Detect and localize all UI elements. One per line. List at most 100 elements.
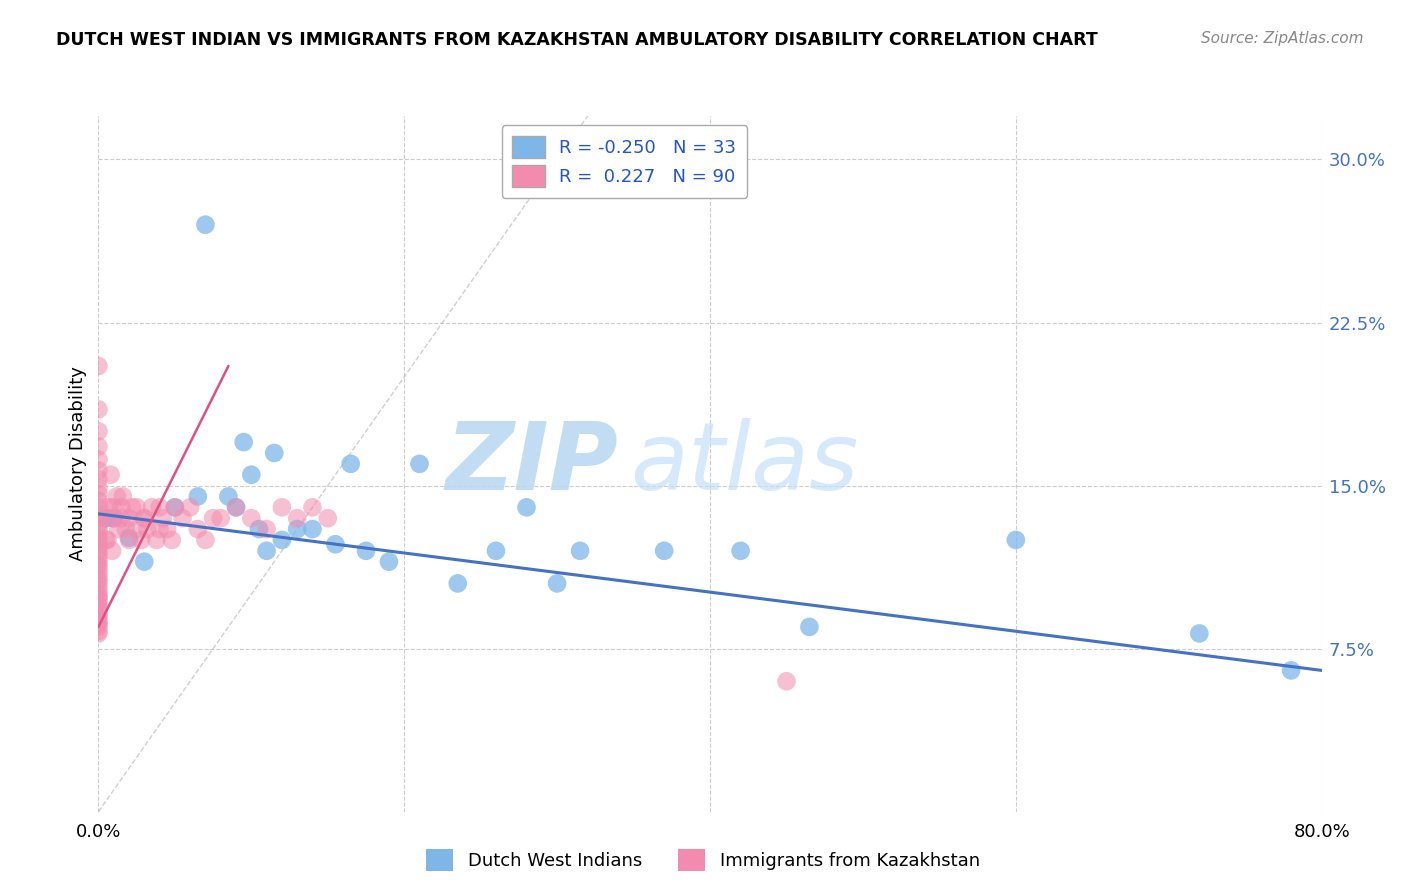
Point xyxy=(87,563,110,577)
Point xyxy=(1279,664,1302,678)
Point xyxy=(270,500,292,515)
Point xyxy=(149,522,172,536)
Point xyxy=(87,617,110,632)
Point xyxy=(240,467,263,482)
Point xyxy=(111,490,134,504)
Point xyxy=(378,555,401,569)
Point xyxy=(172,511,194,525)
Point xyxy=(546,576,568,591)
Point xyxy=(87,602,110,616)
Point xyxy=(87,579,110,593)
Point xyxy=(187,522,209,536)
Point xyxy=(115,522,138,536)
Point xyxy=(125,500,148,515)
Point xyxy=(87,440,110,454)
Point xyxy=(149,500,172,515)
Point xyxy=(134,511,156,525)
Point xyxy=(87,463,110,477)
Point xyxy=(87,574,110,589)
Point xyxy=(87,402,110,417)
Point xyxy=(408,457,430,471)
Point xyxy=(285,522,308,536)
Point xyxy=(87,493,110,508)
Point xyxy=(325,537,347,551)
Point xyxy=(141,500,163,515)
Text: atlas: atlas xyxy=(630,418,859,509)
Point xyxy=(87,535,110,549)
Point xyxy=(87,481,110,495)
Point xyxy=(194,533,217,547)
Point xyxy=(87,487,110,501)
Point xyxy=(87,587,110,601)
Point xyxy=(485,544,508,558)
Point xyxy=(100,467,122,482)
Point xyxy=(87,544,110,558)
Point xyxy=(129,533,152,547)
Point xyxy=(118,511,141,525)
Point xyxy=(652,544,675,558)
Point xyxy=(217,490,239,504)
Point xyxy=(354,544,377,558)
Point xyxy=(103,500,125,515)
Point xyxy=(730,544,752,558)
Point xyxy=(316,511,339,525)
Point xyxy=(240,511,263,525)
Point xyxy=(118,533,141,547)
Point xyxy=(125,522,148,536)
Point xyxy=(87,615,110,630)
Point xyxy=(87,582,110,597)
Point xyxy=(163,500,186,515)
Point xyxy=(118,531,141,545)
Point xyxy=(94,511,117,525)
Point xyxy=(87,567,110,582)
Point xyxy=(339,457,361,471)
Point xyxy=(94,533,117,547)
Point xyxy=(87,607,110,621)
Point xyxy=(107,522,129,536)
Text: ZIP: ZIP xyxy=(446,417,619,510)
Point xyxy=(87,500,110,515)
Legend: R = -0.250   N = 33, R =  0.227   N = 90: R = -0.250 N = 33, R = 0.227 N = 90 xyxy=(502,125,747,198)
Point xyxy=(121,500,143,515)
Point xyxy=(87,531,110,545)
Point xyxy=(94,511,117,525)
Point xyxy=(87,552,110,566)
Point xyxy=(152,511,174,525)
Point xyxy=(103,511,125,525)
Point xyxy=(87,424,110,438)
Point xyxy=(179,500,201,515)
Point xyxy=(134,511,156,525)
Point xyxy=(202,511,225,525)
Point xyxy=(87,614,110,628)
Point xyxy=(87,590,110,604)
Point xyxy=(87,626,110,640)
Point xyxy=(87,620,110,634)
Point xyxy=(569,544,592,558)
Text: Source: ZipAtlas.com: Source: ZipAtlas.com xyxy=(1201,31,1364,46)
Point xyxy=(263,446,285,460)
Point xyxy=(87,522,110,536)
Point xyxy=(447,576,470,591)
Point xyxy=(136,522,159,536)
Point xyxy=(87,624,110,639)
Point xyxy=(247,522,270,536)
Point xyxy=(225,500,247,515)
Point xyxy=(163,500,186,515)
Point xyxy=(87,591,110,606)
Point xyxy=(232,435,254,450)
Point xyxy=(103,511,125,525)
Point xyxy=(87,557,110,571)
Point xyxy=(209,511,232,525)
Point xyxy=(87,507,110,521)
Y-axis label: Ambulatory Disability: Ambulatory Disability xyxy=(69,367,87,561)
Point xyxy=(87,594,110,608)
Point xyxy=(285,511,308,525)
Point xyxy=(87,600,110,615)
Text: DUTCH WEST INDIAN VS IMMIGRANTS FROM KAZAKHSTAN AMBULATORY DISABILITY CORRELATIO: DUTCH WEST INDIAN VS IMMIGRANTS FROM KAZ… xyxy=(56,31,1098,49)
Point xyxy=(1004,533,1026,547)
Point xyxy=(145,533,167,547)
Point xyxy=(256,522,278,536)
Point xyxy=(799,620,821,634)
Point xyxy=(194,218,217,232)
Point xyxy=(134,555,156,569)
